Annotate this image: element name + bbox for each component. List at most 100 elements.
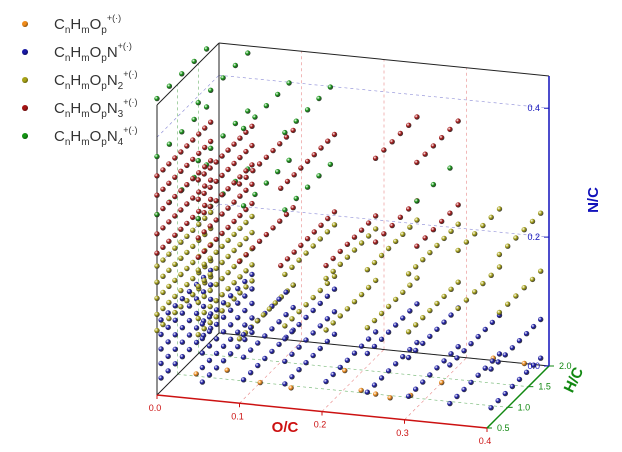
data-point-series-2	[228, 307, 234, 313]
data-point-series-5	[191, 116, 197, 123]
data-point-series-2	[427, 372, 433, 378]
data-point-series-2	[240, 354, 247, 360]
data-point-series-4	[172, 213, 178, 219]
data-point-series-3	[225, 253, 231, 260]
data-point-series-3	[249, 262, 255, 268]
data-point-series-4	[202, 202, 208, 209]
data-point-series-2	[455, 344, 461, 350]
data-point-series-3	[393, 238, 399, 245]
data-point-series-3	[201, 261, 207, 267]
data-point-series-4	[365, 220, 372, 226]
data-point-series-2	[235, 329, 241, 335]
data-point-series-4	[231, 160, 237, 167]
data-point-series-4	[225, 166, 231, 173]
data-point-series-2	[228, 293, 234, 299]
data-point-series-4	[422, 151, 428, 157]
data-point-series-5	[282, 129, 288, 136]
data-point-series-2	[364, 350, 371, 357]
data-point-series-4	[381, 231, 387, 237]
data-point-series-2	[324, 338, 331, 345]
data-point-series-2	[220, 329, 227, 335]
data-point-series-2	[158, 360, 164, 367]
data-point-series-2	[414, 301, 420, 307]
data-point-series-3	[455, 305, 461, 312]
data-point-series-3	[290, 282, 296, 288]
data-point-series-2	[364, 389, 371, 395]
data-point-series-3	[513, 293, 519, 299]
data-point-series-4	[358, 227, 365, 233]
data-point-series-4	[323, 262, 329, 269]
data-point-series-2	[199, 379, 206, 385]
data-point-series-3	[249, 229, 255, 236]
data-point-series-5	[245, 108, 251, 114]
data-point-series-3	[496, 206, 503, 212]
z-axis-title: N/C	[585, 187, 602, 213]
data-point-series-2	[228, 336, 234, 342]
data-point-series-2	[530, 323, 537, 330]
data-point-series-4	[160, 244, 166, 250]
data-point-series-4	[344, 241, 351, 247]
data-point-series-5	[304, 107, 311, 113]
data-point-series-3	[236, 336, 243, 342]
data-point-series-2	[255, 362, 261, 369]
data-point-series-2	[523, 331, 530, 337]
data-point-series-4	[304, 236, 311, 242]
data-point-series-2	[488, 366, 494, 372]
data-point-series-2	[208, 296, 214, 303]
data-point-series-4	[201, 210, 207, 216]
data-point-series-3	[317, 287, 323, 294]
data-point-series-4	[213, 217, 219, 223]
data-point-series-3	[385, 245, 392, 252]
data-point-series-2	[324, 293, 331, 299]
data-point-series-2	[482, 326, 488, 333]
data-point-series-3	[172, 309, 178, 316]
data-point-series-3	[488, 214, 494, 220]
data-point-series-2	[213, 350, 220, 357]
data-point-series-4	[430, 227, 437, 233]
z-grid-back	[218, 203, 550, 238]
data-point-series-4	[372, 239, 379, 245]
data-point-series-2	[242, 322, 248, 328]
data-point-series-2	[448, 312, 454, 318]
data-point-series-5	[240, 125, 247, 132]
data-point-series-5	[304, 184, 311, 190]
data-point-series-3	[455, 221, 461, 227]
data-point-series-3	[529, 218, 536, 225]
data-point-series-3	[364, 267, 371, 273]
data-point-series-4	[278, 262, 284, 269]
data-point-series-2	[165, 324, 171, 331]
data-point-series-4	[166, 180, 172, 186]
data-point-series-3	[303, 250, 309, 256]
data-point-series-2	[330, 371, 336, 378]
data-point-series-4	[178, 188, 184, 194]
data-point-series-3	[160, 273, 166, 279]
data-point-series-3	[496, 251, 503, 258]
data-point-series-3	[337, 313, 343, 319]
legend-item: CnHmOp+(·)	[22, 10, 137, 38]
data-point-series-4	[207, 242, 213, 249]
data-point-series-4	[331, 209, 338, 215]
y-axis-line	[486, 365, 550, 429]
data-point-series-2	[282, 336, 288, 342]
x-grid-floor	[321, 349, 385, 412]
data-point-series-3	[538, 210, 544, 216]
data-point-series-2	[249, 286, 255, 292]
data-point-series-5	[316, 95, 322, 102]
data-point-series-3	[496, 264, 503, 270]
legend: CnHmOp+(·) CnHmOpN+(·) CnHmOpN2+(·) CnHmOpN…	[22, 10, 137, 150]
data-point-series-4	[414, 114, 420, 120]
data-point-series-4	[283, 134, 290, 140]
legend-marker	[22, 49, 28, 55]
data-point-series-4	[195, 196, 201, 202]
data-point-series-3	[538, 268, 544, 274]
data-point-series-3	[160, 321, 166, 328]
data-point-series-2	[276, 341, 282, 348]
data-point-series-4	[373, 213, 379, 219]
data-point-series-2	[213, 307, 220, 313]
data-point-series-2	[468, 341, 474, 347]
data-point-series-2	[208, 282, 214, 288]
data-point-series-2	[502, 390, 508, 397]
data-point-series-3	[201, 326, 207, 332]
legend-marker	[22, 133, 28, 139]
data-point-series-5	[195, 100, 201, 106]
